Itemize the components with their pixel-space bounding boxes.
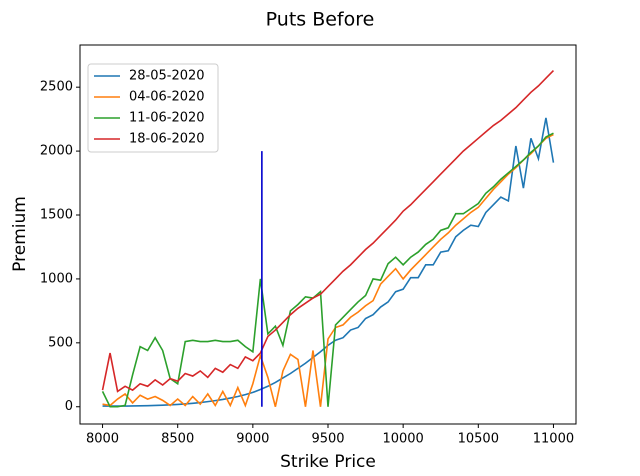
x-tick-label: 11000 <box>533 432 574 447</box>
series-line <box>102 117 555 407</box>
x-tick-label: 9500 <box>311 432 344 447</box>
y-tick-label: 500 <box>48 335 73 350</box>
legend-label: 04-06-2020 <box>129 90 205 105</box>
x-tick-label: 10000 <box>382 432 423 447</box>
y-tick-label: 2000 <box>40 144 73 159</box>
x-tick-label: 9000 <box>236 432 269 447</box>
y-tick-label: 0 <box>65 399 73 414</box>
y-axis-label: Premium <box>10 196 30 272</box>
series-line <box>101 132 554 408</box>
plot-frame <box>79 44 577 425</box>
x-tick-label: 10500 <box>458 432 499 447</box>
y-tick-label: 1000 <box>40 271 73 286</box>
x-axis-label: Strike Price <box>280 452 376 472</box>
legend-box <box>87 63 219 153</box>
series-line <box>102 133 554 408</box>
chart-title: Puts Before <box>266 9 375 31</box>
series-line <box>101 70 555 393</box>
legend-label: 11-06-2020 <box>129 111 205 126</box>
x-tick-label: 8000 <box>86 432 119 447</box>
y-tick-label: 1500 <box>40 208 73 223</box>
y-tick-label: 2500 <box>40 80 73 95</box>
legend-label: 18-06-2020 <box>129 132 205 147</box>
legend-label: 28-05-2020 <box>129 69 205 84</box>
x-tick-label: 8500 <box>161 432 194 447</box>
